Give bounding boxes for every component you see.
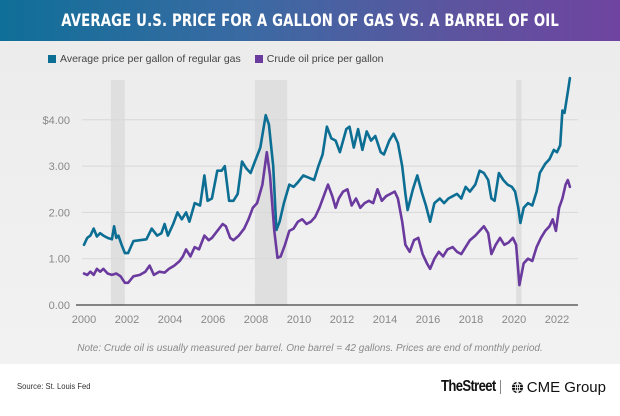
legend-label-oil: Crude oil price per gallon <box>266 53 384 65</box>
y-tick-label: 0.00 <box>49 300 70 312</box>
recession-band <box>110 80 125 305</box>
recession-bands <box>110 80 522 305</box>
series-lines <box>82 76 572 287</box>
cme-group-label: CME Group <box>526 378 606 396</box>
legend: Average price per gallon of regular gas … <box>48 53 398 65</box>
legend-item-oil: Crude oil price per gallon <box>254 53 384 65</box>
legend-item-gas: Average price per gallon of regular gas <box>48 53 241 65</box>
y-tick-label: 2.00 <box>49 207 70 219</box>
legend-swatch-oil <box>254 55 263 63</box>
x-tick-label: 2000 <box>72 314 96 326</box>
recession-band <box>516 80 522 305</box>
brand-logos: TheStreet CME Group <box>429 378 606 396</box>
oil-price-line <box>82 150 572 287</box>
y-tick-label: 1.00 <box>49 254 70 266</box>
chart-title: AVERAGE U.S. PRICE FOR A GALLON OF GAS V… <box>61 10 559 31</box>
cme-group-logo: CME Group <box>511 379 606 396</box>
x-tick-label: 2008 <box>244 314 268 326</box>
x-tick-label: 2004 <box>158 314 182 326</box>
x-tick-label: 2014 <box>373 314 397 326</box>
legend-label-gas: Average price per gallon of regular gas <box>60 53 241 65</box>
gas-price-line <box>82 76 572 255</box>
x-tick-label: 2010 <box>287 314 311 326</box>
thestreet-logo: TheStreet <box>441 378 496 395</box>
axes: 2000 2002 2004 2006 2008 2010 2012 2014 2016 2018… <box>72 304 578 326</box>
gridlines: 0.00 1.00 2.00 3.00 $4.00 <box>42 115 578 312</box>
legend-swatch-gas <box>48 55 56 63</box>
globe-icon <box>511 381 523 393</box>
x-tick-label: 2006 <box>201 314 225 326</box>
x-tick-label: 2020 <box>502 314 526 326</box>
logo-divider <box>499 380 501 394</box>
y-tick-label: 3.00 <box>49 161 70 173</box>
source-credit: Source: St. Louis Fed <box>17 381 91 391</box>
header-banner: AVERAGE U.S. PRICE FOR A GALLON OF GAS V… <box>0 0 620 41</box>
x-tick-label: 2016 <box>416 314 440 326</box>
x-tick-label: 2018 <box>459 314 483 326</box>
x-tick-label: 2012 <box>330 314 354 326</box>
chart-note: Note: Crude oil is usually measured per … <box>77 343 543 354</box>
x-tick-label: 2002 <box>115 314 139 326</box>
y-tick-label: $4.00 <box>42 115 70 127</box>
x-tick-label: 2022 <box>545 314 569 326</box>
